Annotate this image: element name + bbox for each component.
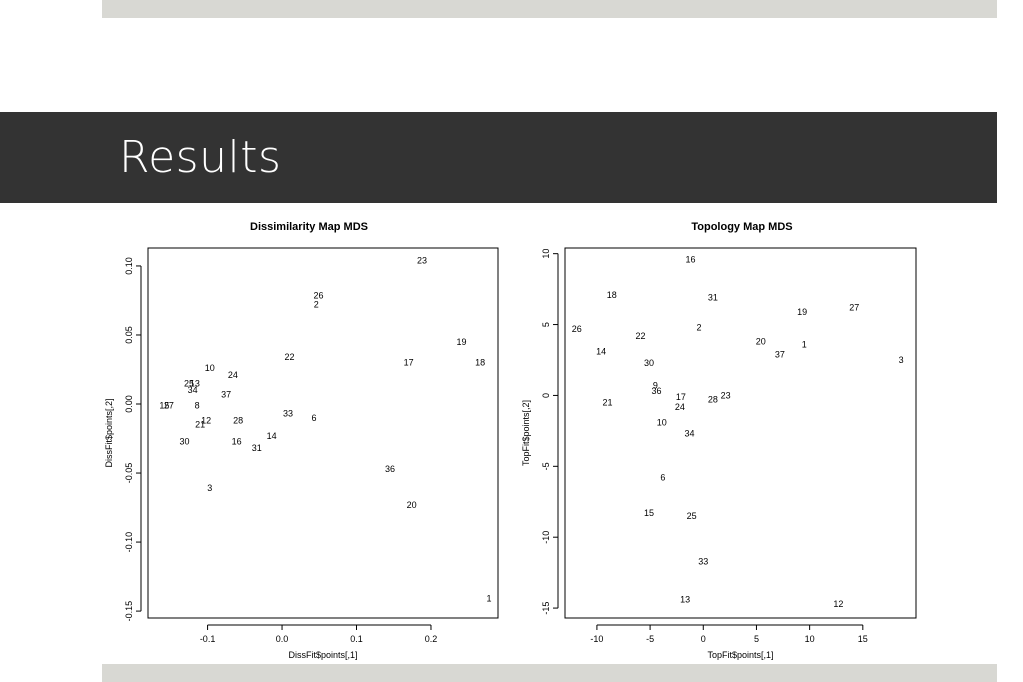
x-tick-label: -10 (590, 634, 603, 644)
y-tick-label: -15 (541, 602, 551, 615)
x-tick-label: 0.1 (350, 634, 363, 644)
data-point-label: 25 (184, 378, 194, 388)
x-tick-label: 10 (805, 634, 815, 644)
data-point-label: 13 (190, 378, 200, 388)
y-tick-label: -10 (541, 531, 551, 544)
title-bar (0, 112, 997, 203)
data-point-label: 24 (675, 402, 685, 412)
data-point-label: 26 (314, 291, 324, 301)
x-tick-label: 0.0 (276, 634, 289, 644)
data-point-label: 26 (572, 324, 582, 334)
y-tick-label: 5 (541, 322, 551, 327)
data-point-label: 17 (404, 358, 414, 368)
dissimilarity-map-plot: Dissimilarity Map MDS -0.1 0.0 0.1 0.2 -0.15 -… (104, 221, 499, 660)
data-point-label: 33 (283, 409, 293, 419)
x-tick-label: -5 (646, 634, 654, 644)
data-point-label: 8 (195, 400, 200, 410)
data-point-label: 23 (721, 390, 731, 400)
data-point-label: 27 (849, 303, 859, 313)
data-point-label: 36 (651, 386, 661, 396)
data-point-label: 12 (833, 599, 843, 609)
y-tick-label: -0.10 (124, 532, 134, 553)
y-tick-label: 0.05 (124, 326, 134, 344)
data-point-label: 18 (475, 358, 485, 368)
data-point-label: 31 (252, 443, 262, 453)
y-tick-label: -5 (541, 462, 551, 470)
data-point-label: 9 (653, 381, 658, 391)
data-point-label: 30 (179, 436, 189, 446)
data-point-label: 1 (487, 594, 492, 604)
data-point-label: 21 (603, 398, 613, 408)
x-axis-label: DissFit$points[,1] (288, 650, 357, 660)
data-point-label: 28 (233, 416, 243, 426)
data-point-label: 37 (221, 389, 231, 399)
data-point-label: 27 (164, 400, 174, 410)
data-point-label: 6 (312, 413, 317, 423)
data-point-label: 34 (684, 429, 694, 439)
data-point-label: 31 (708, 293, 718, 303)
data-point-label: 22 (636, 331, 646, 341)
data-point-label: 34 (188, 385, 198, 395)
data-point-label: 13 (680, 595, 690, 605)
y-tick-label: 0.10 (124, 257, 134, 275)
y-axis-label: TopFit$points[,2] (521, 400, 531, 466)
data-point-label: 10 (205, 363, 215, 373)
data-point-label: 28 (708, 395, 718, 405)
data-point-label: 6 (660, 473, 665, 483)
chart-title: Dissimilarity Map MDS (250, 221, 368, 233)
data-point-label: 37 (775, 349, 785, 359)
x-tick-label: 0.2 (425, 634, 438, 644)
topology-map-plot: Topology Map MDS -10 -5 0 5 10 15 -15 -10 -5 0 5 10 T… (521, 221, 917, 660)
data-point-label: 18 (607, 290, 617, 300)
data-point-label: 17 (676, 392, 686, 402)
data-point-label: 3 (207, 483, 212, 493)
data-point-label: 19 (457, 337, 467, 347)
chart-title: Topology Map MDS (691, 221, 792, 233)
data-point-label: 2 (314, 300, 319, 310)
data-point-label: 1 (802, 339, 807, 349)
data-point-label: 16 (686, 254, 696, 264)
data-point-label: 10 (657, 417, 667, 427)
data-point-label: 16 (232, 436, 242, 446)
data-point-label: 14 (596, 346, 606, 356)
data-point-label: 36 (385, 464, 395, 474)
data-point-label: 3 (899, 355, 904, 365)
data-point-label: 21 (195, 420, 205, 430)
bottom-band (102, 664, 997, 682)
data-point-label: 30 (644, 358, 654, 368)
data-point-label: 20 (756, 337, 766, 347)
data-point-label: 25 (687, 511, 697, 521)
data-point-label: 33 (698, 556, 708, 566)
x-tick-label: 0 (701, 634, 706, 644)
y-tick-label: -0.05 (124, 463, 134, 484)
y-axis-label: DissFit$points[,2] (104, 398, 114, 467)
slide-title: Results (119, 132, 282, 183)
data-point-label: 15 (644, 508, 654, 518)
y-tick-label: 0 (541, 393, 551, 398)
plot-frame (147, 247, 499, 619)
data-point-label: 19 (797, 307, 807, 317)
y-tick-label: 0.00 (124, 395, 134, 413)
data-point-label: 20 (407, 500, 417, 510)
x-tick-label: -0.1 (200, 634, 216, 644)
y-tick-label: -0.15 (124, 601, 134, 622)
data-point-label: 23 (417, 255, 427, 265)
data-point-label: 15 (159, 400, 169, 410)
y-tick-label: 10 (541, 249, 551, 259)
x-tick-label: 15 (858, 634, 868, 644)
data-point-label: 2 (697, 322, 702, 332)
x-tick-label: 5 (754, 634, 759, 644)
top-band (102, 0, 997, 18)
data-point-label: 12 (201, 416, 211, 426)
data-point-label: 14 (267, 431, 277, 441)
plot-frame (564, 247, 917, 619)
data-point-label: 22 (284, 352, 294, 362)
x-axis-label: TopFit$points[,1] (707, 650, 773, 660)
data-point-label: 24 (228, 370, 238, 380)
